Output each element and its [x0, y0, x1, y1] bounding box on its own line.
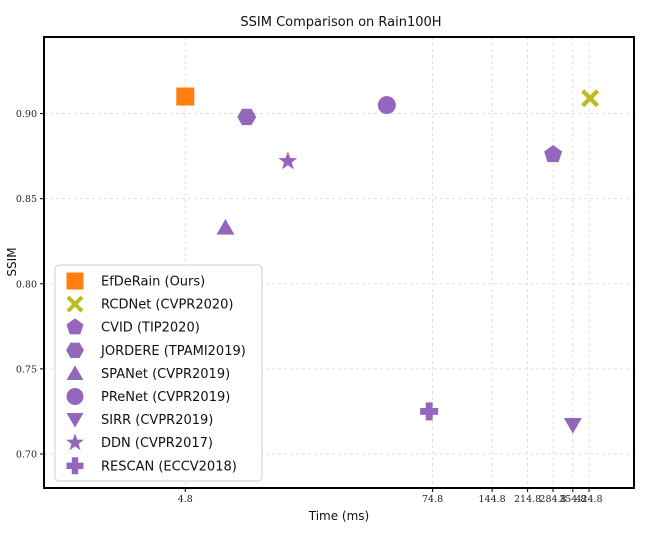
y-tick-label: 0.75 [16, 364, 37, 375]
data-point [420, 402, 439, 421]
data-point [563, 418, 582, 434]
legend-marker [66, 388, 84, 405]
x-tick-label: 144.8 [478, 494, 505, 505]
x-tick-label: 4.8 [178, 494, 193, 505]
plot-frame [43, 36, 635, 489]
y-tick-label: 0.90 [16, 109, 37, 120]
data-point [278, 151, 298, 170]
y-tick-label: 0.70 [16, 449, 37, 460]
data-point [544, 144, 563, 163]
x-tick-label: 284.8 [539, 494, 566, 505]
x-axis-label: Time (ms) [308, 509, 370, 523]
legend-label: CVID (TIP2020) [101, 321, 200, 336]
legend-marker [66, 365, 84, 380]
legend-label: RCDNet (CVPR2020) [101, 298, 234, 313]
x-tick-label: 74.8 [422, 494, 443, 505]
legend-label: RESCAN (ECCV2018) [101, 459, 237, 474]
legend-label: DDN (CVPR2017) [101, 436, 213, 451]
legend-marker [66, 457, 84, 475]
legend-items: EfDeRain (Ours) RCDNet (CVPR2020) CVID (TI… [66, 272, 246, 475]
x-tick-label: 354.8 [559, 494, 586, 505]
data-point [176, 87, 195, 106]
marks-layer [176, 87, 600, 434]
legend-label: EfDeRain (Ours) [101, 275, 205, 290]
chart-title: SSIM Comparison on Rain100H [240, 15, 441, 30]
legend-label: SPANet (CVPR2019) [101, 367, 230, 382]
legend-marker [66, 413, 84, 428]
legend-marker [66, 318, 84, 335]
legend-label: PReNet (CVPR2019) [101, 390, 230, 405]
legend-marker [66, 342, 84, 359]
data-point [581, 89, 600, 108]
data-point [237, 108, 257, 126]
x-tick-label: 424.8 [575, 494, 602, 505]
x-tick-label: 214.8 [514, 494, 541, 505]
y-tick-label: 0.85 [16, 194, 37, 205]
legend-marker [66, 433, 84, 451]
legend-marker [66, 272, 84, 290]
legend-marker [66, 295, 84, 313]
data-point [377, 96, 396, 115]
y-tick-label: 0.80 [16, 279, 37, 290]
data-point [216, 219, 235, 235]
legend-label: JORDERE (TPAMI2019) [100, 344, 246, 359]
y-axis-label: SSIM [5, 247, 19, 276]
legend-label: SIRR (CVPR2019) [101, 413, 213, 428]
legend-box [54, 264, 263, 482]
legend: EfDeRain (Ours) RCDNet (CVPR2020) CVID (TI… [54, 264, 263, 482]
